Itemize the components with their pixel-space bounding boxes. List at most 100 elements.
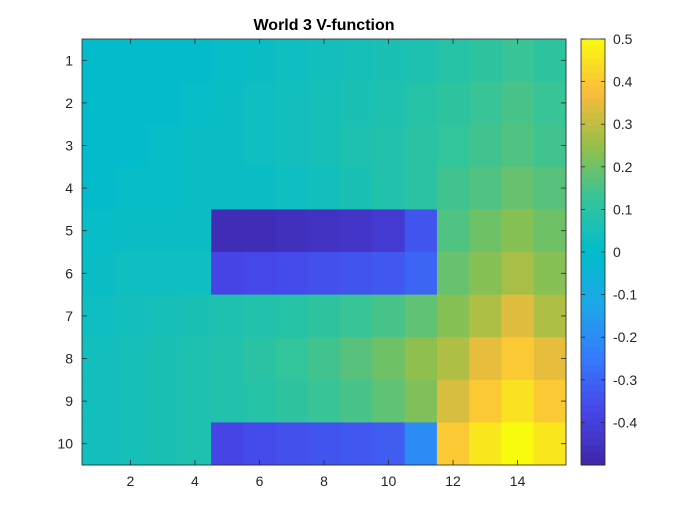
heatmap-cell [82, 422, 115, 466]
colorbar-segment [581, 258, 605, 266]
heatmap-cell [501, 209, 535, 253]
colorbar-segment [581, 365, 605, 373]
colorbar-segment [581, 285, 605, 293]
colorbar-segment [581, 218, 605, 226]
colorbar-segment [581, 132, 605, 140]
colorbar-segment [581, 371, 605, 379]
heatmap-cell [146, 422, 180, 466]
heatmap-cell [275, 209, 309, 253]
heatmap-cell [340, 209, 373, 253]
heatmap-cell [404, 379, 438, 423]
heatmap-cell [436, 422, 470, 466]
colorbar-tick-label: 0.2 [613, 159, 633, 175]
heatmap-cells [82, 39, 567, 466]
colorbar-segment [581, 291, 605, 300]
heatmap-cell [178, 209, 212, 253]
heatmap-cell [533, 252, 567, 295]
heatmap-cell [275, 166, 309, 210]
heatmap-cell [533, 294, 567, 338]
heatmap-cell [114, 252, 147, 295]
x-tick-label: 8 [320, 473, 328, 489]
heatmap-cell [533, 81, 567, 125]
heatmap-cell [436, 379, 470, 423]
heatmap-cell [114, 81, 147, 125]
heatmap-cell [436, 39, 470, 82]
heatmap-cell [243, 422, 276, 466]
heatmap-cell [533, 166, 567, 210]
y-tick-label: 1 [65, 52, 73, 68]
colorbar-tick-label: 0.3 [613, 116, 633, 132]
heatmap-cell [340, 124, 373, 168]
x-tick-label: 2 [127, 473, 135, 489]
heatmap-cell [469, 166, 502, 210]
heatmap-cell [178, 252, 212, 295]
heatmap-cell [372, 39, 406, 82]
colorbar-segment [581, 198, 605, 206]
colorbar-segment [581, 52, 605, 60]
colorbar-segment [581, 158, 605, 166]
colorbar-segment [581, 385, 605, 393]
colorbar-segment [581, 351, 605, 359]
heatmap-cell [211, 166, 244, 210]
colorbar-segment [581, 238, 605, 246]
heatmap-cell [501, 252, 535, 295]
heatmap-cell [307, 337, 341, 381]
heatmap-cell [146, 124, 180, 168]
heatmap-cell [501, 124, 535, 168]
heatmap-cell [372, 337, 406, 381]
colorbar-segment [581, 45, 605, 53]
y-tick-label: 3 [65, 138, 73, 154]
colorbar-segment [581, 358, 605, 366]
y-tick-label: 10 [57, 436, 73, 452]
heatmap-cell [114, 379, 147, 423]
colorbar-segment [581, 405, 605, 413]
heatmap-cell [146, 294, 180, 338]
heatmap-cell [82, 209, 115, 253]
colorbar-segment [581, 145, 605, 153]
colorbar-segment [581, 445, 605, 453]
heatmap-cell [275, 294, 309, 338]
heatmap-cell [275, 379, 309, 423]
colorbar-segment [581, 278, 605, 286]
heatmap-cell [82, 379, 115, 423]
colorbar-segment [581, 118, 605, 127]
heatmap-cell [372, 209, 406, 253]
heatmap-cell [307, 379, 341, 423]
heatmap-cell [114, 39, 147, 82]
colorbar-segment [581, 311, 605, 320]
x-tick-label: 14 [510, 473, 526, 489]
chart-title: World 3 V-function [253, 17, 394, 34]
heatmap-cell [307, 422, 341, 466]
y-tick-label: 7 [65, 308, 73, 324]
colorbar-tick-label: 0.5 [613, 31, 633, 47]
colorbar-segment [581, 65, 605, 73]
colorbar-segment [581, 338, 605, 346]
colorbar-tick-label: -0.1 [613, 287, 637, 303]
heatmap-cell [469, 124, 502, 168]
heatmap-cell [114, 337, 147, 381]
heatmap-cell [82, 124, 115, 168]
heatmap-cell [404, 209, 438, 253]
heatmap-cell [501, 422, 535, 466]
heatmap-cell [372, 166, 406, 210]
heatmap-cell [533, 422, 567, 466]
heatmap-cell [372, 379, 406, 423]
heatmap-cell [340, 166, 373, 210]
colorbar-segment [581, 245, 605, 253]
heatmap-cell [501, 294, 535, 338]
colorbar-segment [581, 152, 605, 160]
heatmap-cell [178, 294, 212, 338]
heatmap-cell [82, 252, 115, 295]
heatmap-cell [82, 294, 115, 338]
x-tick-label: 4 [191, 473, 199, 489]
heatmap-cell [275, 337, 309, 381]
colorbar-tick-label: 0 [613, 244, 621, 260]
heatmap-cell [404, 124, 438, 168]
heatmap-cell [211, 379, 244, 423]
x-tick-label: 10 [381, 473, 397, 489]
heatmap-cell [275, 422, 309, 466]
heatmap-cell [340, 337, 373, 381]
heatmap-cell [82, 39, 115, 82]
colorbar-segment [581, 112, 605, 120]
